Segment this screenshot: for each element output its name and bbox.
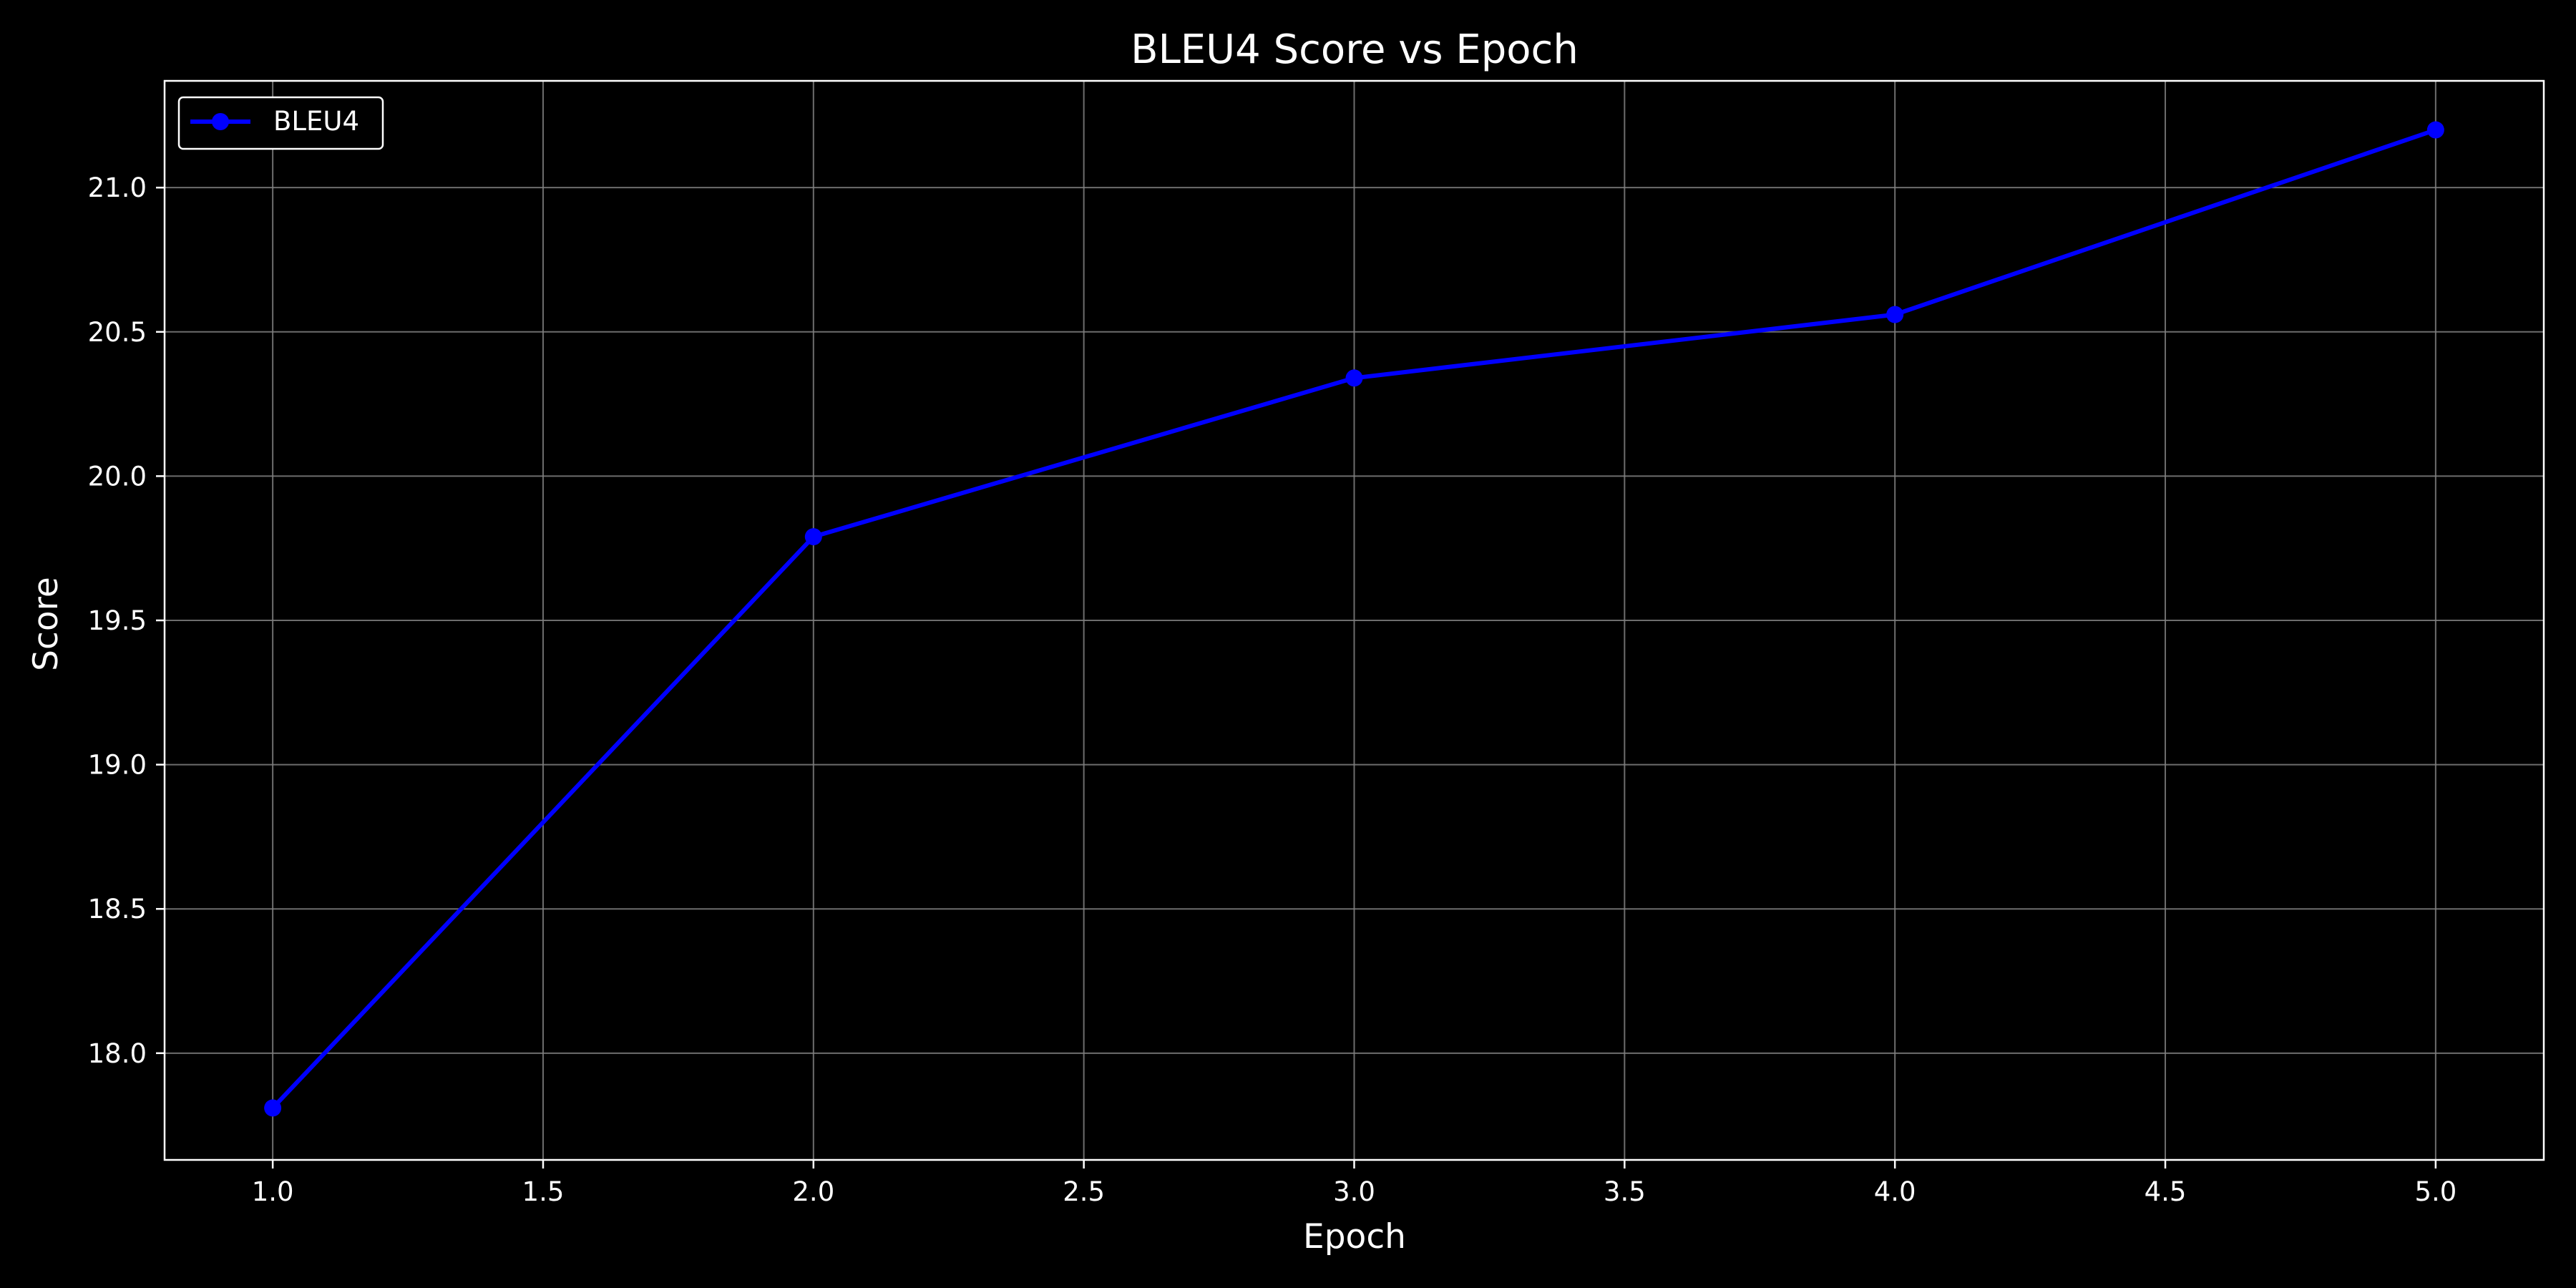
legend-label-bleu4: BLEU4: [273, 106, 359, 137]
x-tick-label: 2.0: [792, 1176, 834, 1207]
x-tick-label: 4.0: [1874, 1176, 1916, 1207]
y-tick-label: 21.0: [88, 172, 147, 203]
axis-ticks: 1.0 1.5 2.0 2.5 3.0 3.5 4.0 4.5 5.0 18.0 18.5 19.0 1…: [88, 172, 2457, 1207]
y-axis-title: Score: [26, 577, 66, 671]
y-tick-label: 19.5: [88, 605, 147, 636]
y-tick-label: 18.0: [88, 1038, 147, 1069]
y-tick-label: 20.5: [88, 317, 147, 348]
data-point-bleu4: [2426, 121, 2444, 139]
x-tick-label: 1.5: [522, 1176, 565, 1207]
data-point-bleu4: [264, 1099, 282, 1117]
grid: [165, 81, 2544, 1160]
data-point-bleu4: [1345, 369, 1363, 387]
x-tick-label: 4.5: [2145, 1176, 2187, 1207]
y-tick-label: 20.0: [88, 461, 147, 492]
x-tick-label: 3.5: [1604, 1176, 1646, 1207]
data-point-bleu4: [1886, 306, 1904, 323]
x-tick-label: 5.0: [2414, 1176, 2457, 1207]
x-tick-label: 1.0: [252, 1176, 294, 1207]
x-axis-title: Epoch: [1303, 1217, 1406, 1257]
chart-title: BLEU4 Score vs Epoch: [1131, 26, 1579, 73]
legend: BLEU4: [177, 96, 384, 150]
x-tick-label: 3.0: [1333, 1176, 1375, 1207]
y-tick-label: 19.0: [88, 750, 147, 781]
y-tick-label: 18.5: [88, 894, 147, 924]
x-tick-label: 2.5: [1063, 1176, 1105, 1207]
series-layer: [264, 121, 2444, 1117]
legend-box: [177, 96, 384, 150]
legend-marker-bleu4: [212, 113, 229, 130]
data-point-bleu4: [804, 528, 822, 546]
